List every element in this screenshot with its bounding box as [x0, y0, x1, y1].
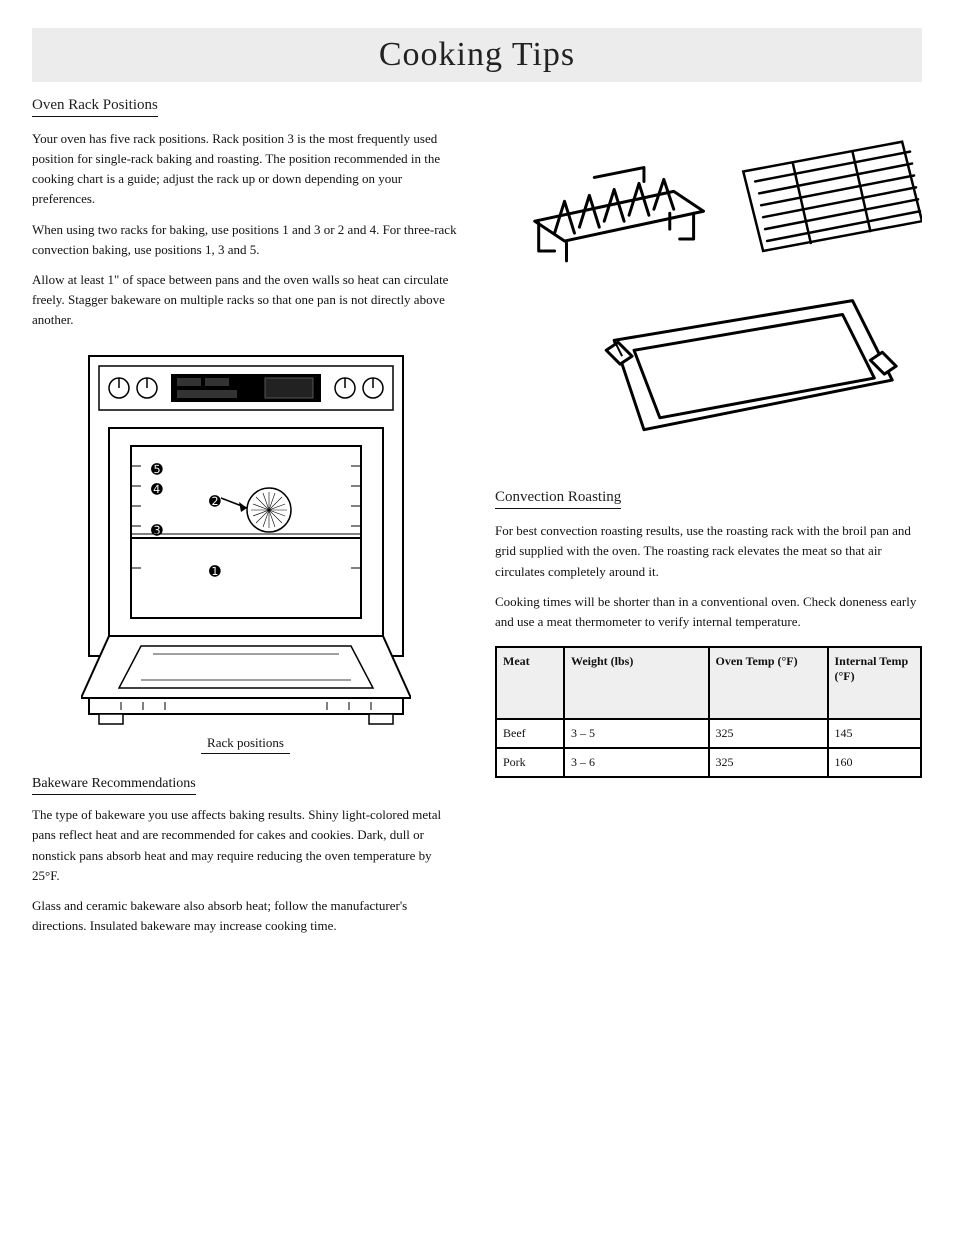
accessories-illustration [495, 102, 922, 479]
table-cell: 3 – 5 [564, 719, 709, 748]
table-cell: Beef [496, 719, 564, 748]
right-body-text: For best convection roasting results, us… [495, 521, 922, 632]
two-column-layout: Oven Rack Positions Your oven has five r… [32, 96, 922, 946]
roasting-table-wrap: Meat Weight (lbs) Oven Temp (°F) Interna… [495, 646, 922, 778]
left-sub-paragraph: The type of bakeware you use affects bak… [32, 805, 459, 886]
table-header: Oven Temp (°F) [709, 647, 828, 719]
oven-caption-text: Rack positions [201, 735, 290, 754]
left-body-text: Your oven has five rack positions. Rack … [32, 129, 459, 330]
table-header-row: Meat Weight (lbs) Oven Temp (°F) Interna… [496, 647, 921, 719]
table-row: Beef 3 – 5 325 145 [496, 719, 921, 748]
right-section-heading: Convection Roasting [495, 489, 621, 509]
left-sub-paragraph: Glass and ceramic bakeware also absorb h… [32, 896, 459, 936]
rack-label-2: ➋ [209, 493, 221, 509]
right-paragraph: Cooking times will be shorter than in a … [495, 592, 922, 632]
left-section-heading: Oven Rack Positions [32, 97, 158, 117]
rack-label-5: ➎ [151, 461, 163, 477]
table-cell: 325 [709, 719, 828, 748]
accessories-illustration-wrap [495, 102, 922, 479]
rack-label-4: ➍ [151, 481, 163, 497]
rack-label-1: ➊ [209, 563, 221, 579]
table-cell: 160 [828, 748, 922, 777]
table-cell: 3 – 6 [564, 748, 709, 777]
left-subsection-heading: Bakeware Recommendations [32, 776, 196, 795]
table-cell: Pork [496, 748, 564, 777]
oven-illustration-wrap: ➎ ➍ ➌ ➋ ➊ [32, 348, 459, 728]
page-title-bar: Cooking Tips [32, 28, 922, 82]
rack-label-3: ➌ [151, 522, 163, 538]
left-column: Oven Rack Positions Your oven has five r… [32, 96, 459, 946]
page: Cooking Tips Oven Rack Positions Your ov… [0, 0, 954, 1235]
left-sub-body: The type of bakeware you use affects bak… [32, 805, 459, 936]
right-column: Convection Roasting For best convection … [495, 96, 922, 946]
table-header: Meat [496, 647, 564, 719]
left-paragraph: When using two racks for baking, use pos… [32, 220, 459, 260]
table-header: Internal Temp (°F) [828, 647, 922, 719]
table-cell: 145 [828, 719, 922, 748]
table-cell: 325 [709, 748, 828, 777]
oven-caption: Rack positions [32, 734, 459, 754]
page-title: Cooking Tips [379, 36, 575, 74]
roasting-table: Meat Weight (lbs) Oven Temp (°F) Interna… [495, 646, 922, 778]
left-paragraph: Your oven has five rack positions. Rack … [32, 129, 459, 210]
oven-illustration: ➎ ➍ ➌ ➋ ➊ [81, 348, 411, 728]
table-header: Weight (lbs) [564, 647, 709, 719]
right-paragraph: For best convection roasting results, us… [495, 521, 922, 581]
left-paragraph: Allow at least 1" of space between pans … [32, 270, 459, 330]
table-row: Pork 3 – 6 325 160 [496, 748, 921, 777]
